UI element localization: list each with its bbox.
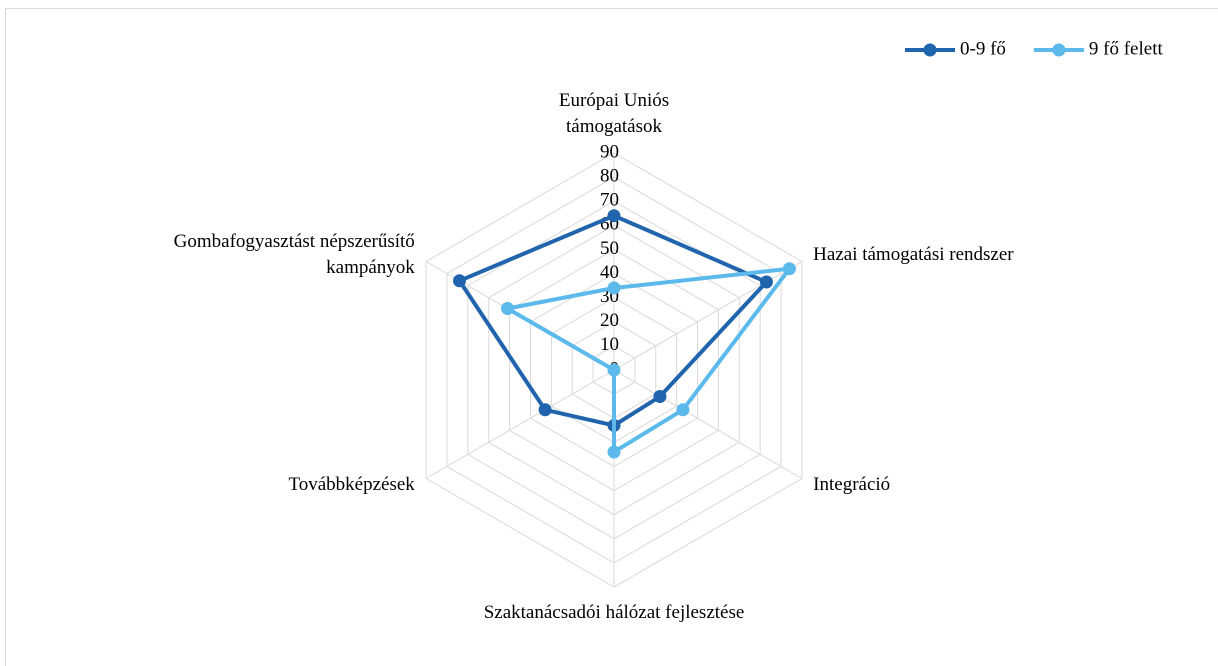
data-point [607,445,621,459]
data-point [676,403,690,417]
r-tick-label: 40 [600,262,619,283]
r-tick-label: 20 [600,310,619,331]
legend-marker [923,43,937,57]
category-label: Európai Uniós támogatások [558,90,670,137]
r-tick-label: 50 [600,238,619,259]
category-label: Szaktanácsadói hálózat fejlesztése [483,602,745,623]
r-tick-label: 80 [600,165,619,186]
data-point [782,262,796,276]
chart-border [5,8,1218,666]
data-point [538,403,552,417]
spoke [613,369,803,479]
data-point [759,275,773,289]
legend-label: 0-9 fő [960,38,1006,59]
spoke [425,369,615,479]
legend-marker [1052,43,1066,57]
data-point [607,363,621,377]
data-point [653,390,667,404]
data-point [607,281,621,295]
category-label: Hazai támogatási rendszer [813,244,1014,265]
category-label: Integráció [813,474,891,495]
data-point [501,302,515,316]
category-label: Gombafogyasztást népszerűsítő kampányok [173,231,415,278]
series-line [505,266,792,454]
data-point [452,274,466,288]
r-tick-label: 10 [600,334,619,355]
r-tick-label: 90 [600,141,619,162]
legend-label: 9 fő felett [1089,38,1164,59]
r-tick-label: 70 [600,190,619,211]
category-label: Továbbképzések [288,474,415,495]
data-point [607,209,621,223]
